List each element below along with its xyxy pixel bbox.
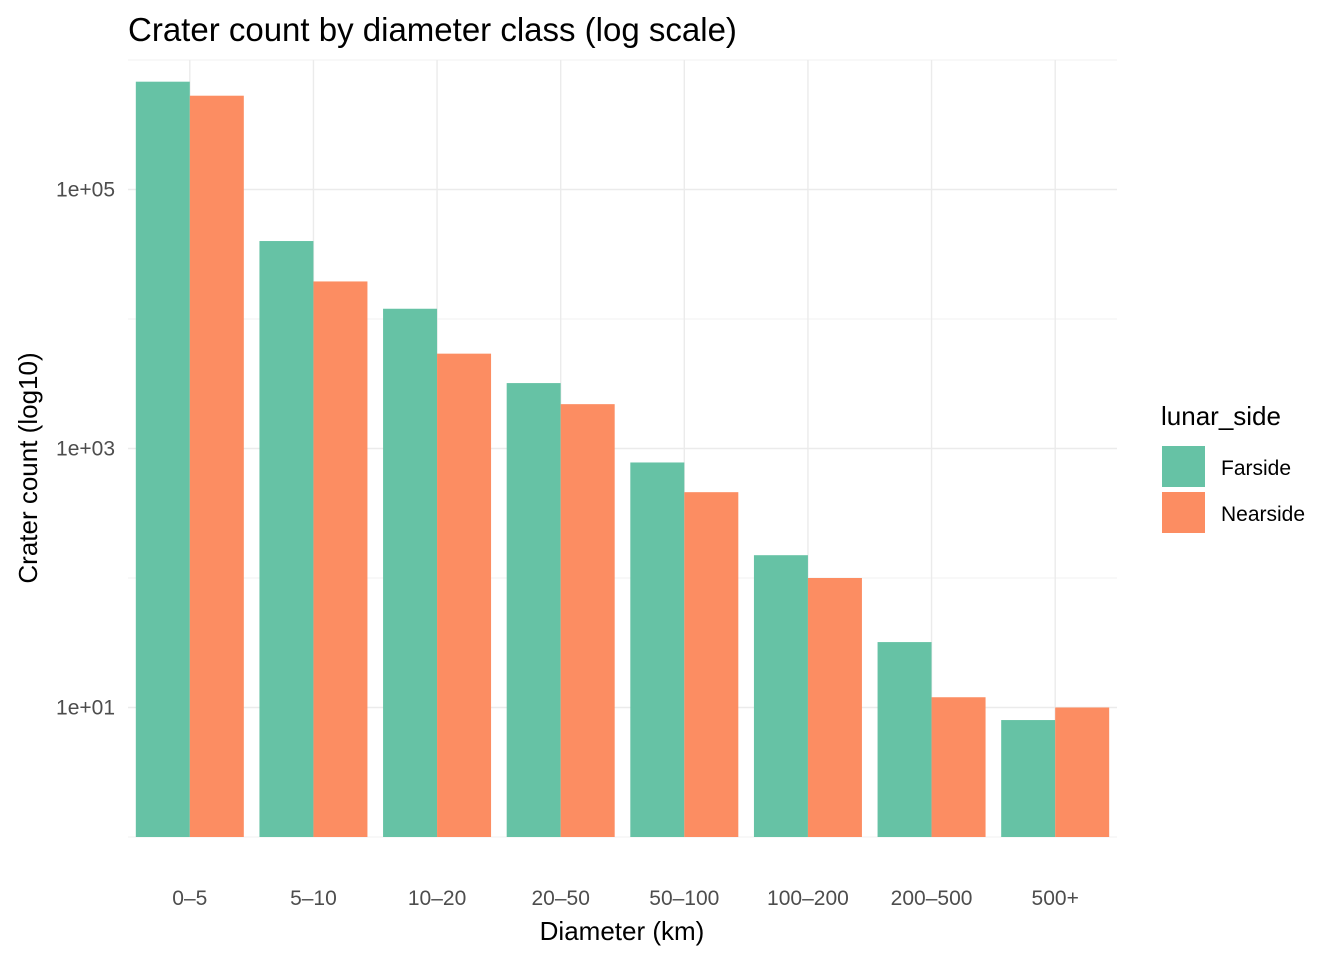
y-axis-title: Crater count (log10) <box>13 352 43 583</box>
bar-nearside-2 <box>437 353 492 837</box>
bar-farside-7 <box>1001 720 1056 837</box>
legend: lunar_side Farside Nearside <box>1161 401 1305 533</box>
legend-label-nearside: Nearside <box>1221 503 1305 526</box>
bar-nearside-6 <box>931 697 986 837</box>
x-tick-label: 10–20 <box>408 887 466 910</box>
legend-title: lunar_side <box>1161 401 1281 431</box>
y-axis-ticks: 1e+01 1e+03 1e+05 <box>56 179 115 720</box>
x-axis-ticks: 0–5 5–10 10–20 20–50 50–100 100–200 200–500 500… <box>172 887 1079 910</box>
bar-nearside-3 <box>560 404 615 837</box>
x-tick-label: 500+ <box>1032 887 1079 910</box>
bar-farside-5 <box>753 555 808 837</box>
bar-nearside-5 <box>807 578 862 837</box>
y-tick-label: 1e+05 <box>56 179 115 202</box>
bar-farside-0 <box>135 81 190 838</box>
bar-nearside-0 <box>189 95 244 837</box>
legend-label-farside: Farside <box>1221 457 1291 480</box>
bar-farside-3 <box>506 383 561 837</box>
x-axis-title: Diameter (km) <box>540 916 705 946</box>
bar-farside-4 <box>630 462 685 837</box>
bar-nearside-4 <box>684 492 739 837</box>
x-tick-label: 20–50 <box>531 887 589 910</box>
y-tick-label: 1e+03 <box>56 438 115 461</box>
bar-farside-6 <box>877 642 932 837</box>
x-tick-label: 50–100 <box>649 887 719 910</box>
bar-farside-1 <box>259 241 314 838</box>
legend-swatch-farside <box>1162 446 1205 487</box>
bars <box>135 81 1110 838</box>
chart-title: Crater count by diameter class (log scal… <box>128 11 737 48</box>
legend-swatch-nearside <box>1162 492 1205 533</box>
bar-farside-2 <box>383 308 438 837</box>
x-tick-label: 0–5 <box>172 887 207 910</box>
bar-nearside-7 <box>1055 707 1110 837</box>
x-tick-label: 200–500 <box>891 887 973 910</box>
x-tick-label: 5–10 <box>290 887 337 910</box>
x-tick-label: 100–200 <box>767 887 849 910</box>
y-tick-label: 1e+01 <box>56 697 115 720</box>
bar-nearside-1 <box>313 281 368 837</box>
